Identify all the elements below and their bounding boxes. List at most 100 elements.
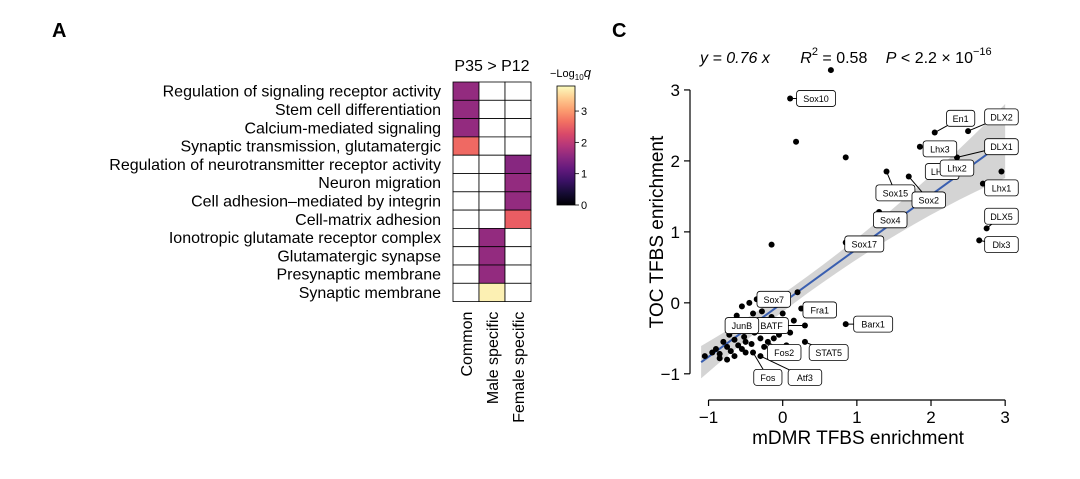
point-label-box: [946, 109, 976, 127]
y-tick-label: 1: [671, 223, 680, 242]
scatter-point: [716, 355, 723, 362]
heatmap-column-label: Female specific: [511, 312, 528, 423]
colorbar-tick-label: 1: [581, 169, 587, 181]
point-label-text: Sox15: [883, 188, 909, 198]
heatmap-column-label: Common: [459, 312, 476, 377]
point-labels: Sox10En1DLX2Lhx3DLX1LHX9Lhx2Sox15Sox2Lhx…: [724, 90, 1019, 386]
point-label-text: Atf3: [797, 373, 813, 383]
point-label-text: Barx1: [861, 320, 885, 330]
point-label-box: [984, 236, 1019, 254]
heatmap-cell: [452, 81, 480, 101]
point-label-text: Lhx1: [992, 183, 1012, 193]
point-label: Lhx2: [939, 159, 975, 177]
scatter-point: [779, 310, 786, 317]
scatter-point: [770, 335, 777, 342]
scatter-point: [842, 321, 849, 328]
scatter-point: [727, 348, 734, 355]
heatmap-row-label: Presynaptic membrane: [276, 267, 441, 284]
point-label-text: Sox17: [852, 239, 878, 249]
confidence-band: [701, 104, 1006, 379]
colorbar-tick-label: 2: [581, 137, 587, 149]
scatter-point: [746, 299, 753, 306]
heatmap-row-label: Stem cell differentiation: [275, 102, 441, 119]
heatmap-column-label: Male specific: [485, 312, 502, 404]
y-tick-label: 2: [671, 152, 680, 171]
point-label-box: [756, 290, 791, 308]
scatter-point: [905, 173, 912, 180]
heatmap-cell: [452, 154, 480, 174]
heatmap-cell: [452, 264, 480, 284]
heatmap-cell: [452, 118, 480, 138]
heatmap-cell: [478, 227, 506, 248]
point-label-text: Dlx3: [992, 240, 1010, 250]
scatter-panel: y = 0.76 x R2 = 0.58 P < 2.2 × 10−16 −10…: [647, 46, 1019, 449]
heatmap-row-label: Cell adhesion–mediated by integrin: [191, 193, 441, 210]
heatmap-cell: [504, 264, 532, 284]
point-label-text: Sox4: [880, 215, 901, 225]
point-label-box: [984, 179, 1019, 197]
heatmap-row-label: Glutamatergic synapse: [277, 248, 441, 265]
scatter-point: [748, 341, 755, 347]
point-label-box: [911, 191, 946, 209]
point-label-text: DLX2: [990, 112, 1013, 122]
heatmap-row-label: Cell-matrix adhesion: [295, 212, 441, 229]
scatter-point: [738, 345, 745, 352]
heatmap-cell: [452, 246, 480, 266]
point-label: STAT5: [808, 344, 849, 361]
point-label-box: [844, 235, 885, 253]
heatmap-cell: [478, 154, 506, 174]
point-label-text: DLX1: [990, 142, 1013, 152]
point-label: BATF: [754, 317, 789, 334]
point-label-box: [984, 207, 1019, 225]
point-label: Lhx3: [922, 140, 958, 158]
y-tick-label: −1: [661, 365, 680, 384]
heatmap-cell: [504, 99, 532, 120]
heatmap-row-label: Ionotropic glutamate receptor complex: [169, 230, 441, 247]
heatmap-row-label: Regulation of neurotransmitter receptor …: [109, 157, 441, 174]
annotation-r2-sup: 2: [812, 46, 818, 58]
heatmap-cell: [478, 99, 506, 120]
scatter-point: [801, 338, 808, 345]
heatmap-cell: [504, 209, 532, 229]
heatmap-row-labels: Regulation of signaling receptor activit…: [109, 84, 441, 302]
scatter-point: [757, 353, 764, 360]
scatter-point: [883, 168, 890, 175]
scatter-point: [731, 336, 738, 343]
point-label: Sox4: [873, 211, 908, 229]
point-label: Dlx3: [984, 236, 1019, 254]
point-label: Fos2: [766, 344, 802, 361]
heatmap-cell: [478, 173, 506, 193]
heatmap-cell: [504, 136, 532, 156]
scatter-point: [801, 322, 808, 329]
x-axis-title: mDMR TFBS enrichment: [752, 428, 965, 449]
point-label: Barx1: [853, 315, 894, 333]
heatmap-cell: [452, 209, 480, 229]
scatter-point: [764, 338, 771, 345]
point-label: Atf3: [787, 368, 823, 386]
point-label-box: [808, 344, 849, 361]
colorbar-title-sub: 10: [575, 73, 584, 82]
scatter-point: [750, 349, 757, 356]
heatmap-colorbar: −Log10q 0 1 2 3: [550, 65, 592, 212]
scatter-point: [738, 303, 745, 310]
point-label-text: DLX5: [990, 212, 1013, 222]
scatter-points: [701, 67, 1005, 363]
scatter-point: [998, 168, 1005, 175]
point-label: DLX2: [984, 108, 1019, 126]
point-label-box: [796, 90, 836, 107]
colorbar-title: −Log10q: [550, 65, 592, 82]
heatmap-panel: P35 > P12 Regulation of signaling recept…: [109, 58, 591, 423]
colorbar-tick-label: 0: [581, 200, 587, 212]
scatter-axes: −1 0 1 2 3 −1 0 1 2 3: [661, 81, 1010, 427]
x-tick-label: 2: [926, 408, 935, 427]
point-label: JunB: [724, 317, 760, 334]
point-label-text: STAT5: [815, 348, 842, 358]
colorbar-tick-label: 3: [581, 106, 587, 118]
scatter-point: [724, 343, 731, 350]
scatter-point: [768, 241, 775, 248]
point-label: Sox7: [756, 290, 791, 308]
heatmap-cell: [452, 282, 480, 302]
scatter-point: [976, 237, 983, 244]
panel-label-c: C: [612, 20, 626, 42]
